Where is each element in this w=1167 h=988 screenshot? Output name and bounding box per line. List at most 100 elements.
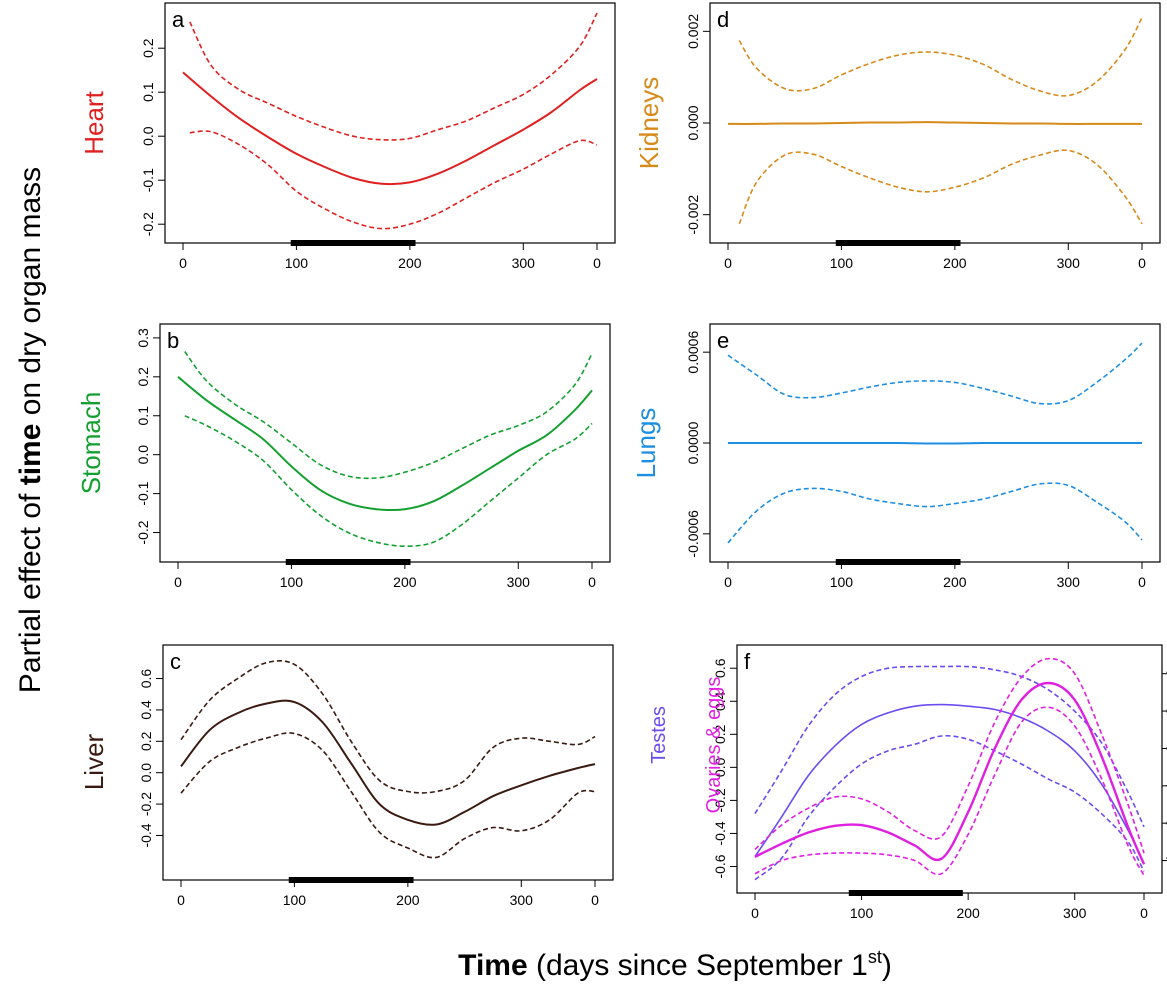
- y-tick-label: 0.0: [140, 126, 156, 146]
- season-bar: [835, 559, 961, 565]
- x-tick-label: 0: [591, 892, 599, 908]
- series-lower-ci: [727, 482, 1143, 544]
- panel-f: f 0 100 200 300 0 -0.6 -0.4 -0.2 0.0 0.2 0.4 0.6 -1 0 1…: [648, 644, 1167, 921]
- y-tick-label: 0.2: [712, 724, 728, 744]
- y-tick-label: -0.6: [712, 854, 728, 878]
- x-tick-label: 0: [179, 255, 187, 271]
- series-upper-ci: [727, 342, 1143, 405]
- series-upper-ci: [180, 659, 596, 794]
- panel-letter: d: [717, 7, 729, 32]
- series-1-upper-ci: [754, 657, 1145, 854]
- series-0-lower-ci: [754, 734, 1145, 881]
- organ-label-ovaries: Ovaries & eggs: [703, 677, 725, 814]
- x-tick-label: 200: [943, 255, 967, 271]
- y-tick-label: 0.0: [712, 757, 728, 777]
- season-bar: [835, 240, 961, 246]
- x-tick-label: 300: [510, 892, 534, 908]
- x-tick-label: 0: [593, 255, 601, 271]
- y-tick-label: 0.6: [138, 669, 154, 689]
- y-tick-label: 0.0006: [685, 331, 701, 374]
- x-tick-label: 100: [850, 905, 874, 921]
- y-tick-label: -0.2: [135, 520, 151, 544]
- panel-letter: a: [172, 7, 185, 32]
- x-tick-label: 300: [1063, 905, 1087, 921]
- series-fit-line: [180, 699, 596, 826]
- y-tick-label: -0.2: [140, 212, 156, 236]
- organ-label-testes: Testes: [648, 706, 670, 764]
- series-lower-ci: [738, 149, 1143, 225]
- x-tick-label: 300: [1057, 574, 1081, 590]
- y-tick-label: -0.2: [138, 792, 154, 816]
- season-bar: [285, 559, 411, 565]
- plot-frame: [162, 644, 614, 881]
- x-tick-label: 0: [588, 574, 596, 590]
- panel-d: d 0 100 200 300 0 -0.002 0.000 0.002 Kidneys: [634, 2, 1161, 271]
- series-0-upper-ci: [754, 665, 1145, 828]
- plot-frame: [164, 2, 616, 244]
- x-tick-label: 300: [507, 574, 531, 590]
- y-tick-label: 0.0: [138, 763, 154, 783]
- x-tick-label: 100: [830, 574, 854, 590]
- x-tick-label: 0: [177, 892, 185, 908]
- y-tick-label: 1: [1163, 782, 1167, 790]
- x-tick-label: 200: [393, 574, 417, 590]
- series-upper-ci: [738, 17, 1143, 97]
- series-1-lower-ci: [754, 706, 1145, 876]
- x-tick-label: 0: [724, 574, 732, 590]
- series-1-fit-line: [754, 681, 1146, 865]
- x-tick-label: 0: [1138, 255, 1146, 271]
- season-bar: [290, 240, 416, 246]
- y-tick-label: 0.2: [140, 38, 156, 58]
- season-bar: [848, 890, 963, 896]
- x-tick-label: 0: [724, 255, 732, 271]
- x-tick-label: 100: [285, 255, 309, 271]
- x-tick-label: 0: [1140, 905, 1148, 921]
- panel-c: c 0 100 200 300 0 -0.4 -0.2 0.0 0.2 0.4 0.6 Liver: [79, 644, 614, 908]
- series-fit-line: [182, 71, 598, 186]
- y-tick-label: 0.002: [685, 14, 701, 49]
- plot-frame: [159, 323, 611, 563]
- y-tick-label: -0.0006: [685, 510, 701, 558]
- panel-letter: c: [170, 649, 181, 674]
- y-tick-label: -0.002: [685, 195, 701, 235]
- x-tick-label: 100: [280, 574, 304, 590]
- y-tick-label: -0.1: [135, 481, 151, 505]
- y-tick-label: 2: [1163, 744, 1167, 752]
- x-tick-label: 200: [956, 905, 980, 921]
- panel-letter: f: [744, 649, 751, 674]
- x-tick-label: 100: [830, 255, 854, 271]
- y-tick-label: 0.4: [138, 700, 154, 720]
- y-tick-label: -1: [1163, 854, 1167, 867]
- y-tick-label: 0.0: [135, 445, 151, 465]
- y-tick-label: -0.4: [712, 821, 728, 845]
- x-tick-label: 200: [396, 892, 420, 908]
- y-tick-label: 0.3: [135, 328, 151, 348]
- x-tick-label: 0: [174, 574, 182, 590]
- x-tick-label: 200: [943, 574, 967, 590]
- y-tick-label: 0.1: [135, 406, 151, 426]
- series-0-fit-line: [754, 703, 1145, 864]
- panel-e: e 0 100 200 300 0 -0.0006 0.0000 0.0006 Lungs: [631, 323, 1161, 590]
- y-tick-label: -0.4: [138, 823, 154, 847]
- series-fit-line: [177, 376, 593, 512]
- y-tick-label: 0.2: [135, 367, 151, 387]
- x-tick-label: 300: [512, 255, 536, 271]
- figure-x-label: Time (days since September 1st): [458, 947, 892, 982]
- series-fit-line: [727, 121, 1142, 125]
- series-lower-ci: [184, 415, 593, 548]
- series-upper-ci: [184, 351, 593, 480]
- season-bar: [288, 877, 414, 883]
- y-tick-label: 0.6: [712, 658, 728, 678]
- y-tick-label: 0: [1163, 819, 1167, 827]
- x-tick-label: 0: [751, 905, 759, 921]
- y-tick-label: -0.2: [712, 788, 728, 812]
- y-tick-label: 0.1: [140, 82, 156, 102]
- x-tick-label: 100: [283, 892, 307, 908]
- series-lower-ci: [189, 130, 598, 230]
- panel-letter: b: [167, 328, 179, 353]
- panel-a: a 0 100 200 300 0 -0.2 -0.1 0.0 0.1 0.2 Heart: [79, 2, 616, 271]
- organ-label: Liver: [79, 733, 109, 790]
- panel-b: b 0 100 200 300 0 -0.2 -0.1 0.0 0.1 0.2 0.3 Stomach: [76, 323, 611, 590]
- y-tick-label: -0.1: [140, 168, 156, 192]
